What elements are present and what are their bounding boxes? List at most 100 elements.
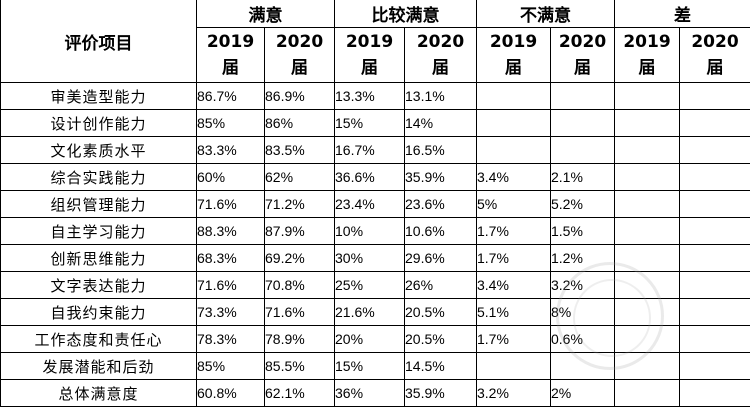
value-cell: 60% <box>196 163 265 191</box>
table-row: 文化素质水平 83.3% 83.5% 16.7% 16.5% <box>0 136 750 164</box>
table-row: 设计创作能力 85% 86% 15% 14% <box>0 109 750 137</box>
value-cell: 62.1% <box>264 379 335 407</box>
value-cell: 71.6% <box>196 271 265 299</box>
header-cohort-label: 届 <box>291 58 308 78</box>
value-cell: 71.2% <box>264 190 335 218</box>
value-cell: 5.2% <box>550 190 615 218</box>
table-row: 审美造型能力 86.7% 86.9% 13.3% 13.1% <box>0 82 750 110</box>
row-item-label: 文字表达能力 <box>0 271 197 299</box>
value-cell <box>679 379 750 407</box>
value-cell <box>614 325 680 353</box>
value-cell: 3.2% <box>550 271 615 299</box>
value-cell <box>614 109 680 137</box>
value-cell: 15% <box>334 352 405 380</box>
value-cell <box>679 82 750 110</box>
value-cell: 20.5% <box>404 325 477 353</box>
value-cell: 78.3% <box>196 325 265 353</box>
header-year-cell: 2020 届 <box>550 27 615 83</box>
value-cell <box>476 352 551 380</box>
value-cell: 69.2% <box>264 244 335 272</box>
value-cell <box>679 136 750 164</box>
table-row: 综合实践能力 60% 62% 36.6% 35.9% 3.4% 2.1% <box>0 163 750 191</box>
evaluation-table: 评价项目 满意 比较满意 不满意 差 2019 届 2020 届 2019 届 2020 届 2… <box>0 0 750 407</box>
header-year-cell: 2020 届 <box>404 27 477 83</box>
value-cell: 30% <box>334 244 405 272</box>
value-cell <box>679 217 750 245</box>
row-item-label: 自主学习能力 <box>0 217 197 245</box>
value-cell: 2.1% <box>550 163 615 191</box>
value-cell: 68.3% <box>196 244 265 272</box>
value-cell: 85% <box>196 109 265 137</box>
row-item-label: 工作态度和责任心 <box>0 325 197 353</box>
value-cell: 25% <box>334 271 405 299</box>
value-cell: 36% <box>334 379 405 407</box>
header-cohort-label: 届 <box>574 58 591 78</box>
value-cell <box>614 217 680 245</box>
value-cell: 86% <box>264 109 335 137</box>
value-cell: 21.6% <box>334 298 405 326</box>
header-year-label: 2020 <box>416 32 465 52</box>
header-row-groups: 评价项目 满意 比较满意 不满意 差 <box>0 0 750 83</box>
value-cell: 71.6% <box>196 190 265 218</box>
value-cell: 1.7% <box>476 217 551 245</box>
value-cell <box>614 244 680 272</box>
value-cell: 86.9% <box>264 82 335 110</box>
value-cell: 85.5% <box>264 352 335 380</box>
header-cohort-label: 届 <box>505 58 522 78</box>
header-year-cell: 2020 届 <box>264 27 335 83</box>
value-cell: 36.6% <box>334 163 405 191</box>
header-cohort-label: 届 <box>706 58 724 78</box>
header-year-label: 2019 <box>623 32 671 52</box>
row-item-label: 自我约束能力 <box>0 298 197 326</box>
row-item-label: 发展潜能和后劲 <box>0 352 197 380</box>
header-group-satisfied: 满意 <box>196 0 335 28</box>
header-year-label: 2020 <box>275 32 324 52</box>
row-item-label: 设计创作能力 <box>0 109 197 137</box>
table-row: 总体满意度 60.8% 62.1% 36% 35.9% 3.2% 2% <box>0 379 750 407</box>
value-cell: 86.7% <box>196 82 265 110</box>
header-year-label: 2019 <box>206 32 255 52</box>
value-cell <box>679 163 750 191</box>
header-cohort-label: 届 <box>638 58 656 78</box>
header-year-cell: 2019 届 <box>614 27 680 83</box>
value-cell: 10.6% <box>404 217 477 245</box>
header-group-unsatisfied: 不满意 <box>476 0 615 28</box>
value-cell: 16.5% <box>404 136 477 164</box>
value-cell: 1.5% <box>550 217 615 245</box>
value-cell <box>476 82 551 110</box>
value-cell: 13.3% <box>334 82 405 110</box>
value-cell: 29.6% <box>404 244 477 272</box>
value-cell <box>614 379 680 407</box>
value-cell <box>614 82 680 110</box>
value-cell: 23.4% <box>334 190 405 218</box>
value-cell: 0.6% <box>550 325 615 353</box>
value-cell: 15% <box>334 109 405 137</box>
value-cell: 14% <box>404 109 477 137</box>
table-row: 创新思维能力 68.3% 69.2% 30% 29.6% 1.7% 1.2% <box>0 244 750 272</box>
header-item-label: 评价项目 <box>0 0 197 83</box>
value-cell: 8% <box>550 298 615 326</box>
value-cell: 83.3% <box>196 136 265 164</box>
value-cell: 14.5% <box>404 352 477 380</box>
value-cell: 85% <box>196 352 265 380</box>
table-row: 组织管理能力 71.6% 71.2% 23.4% 23.6% 5% 5.2% <box>0 190 750 218</box>
row-item-label: 组织管理能力 <box>0 190 197 218</box>
value-cell: 3.4% <box>476 271 551 299</box>
value-cell <box>679 271 750 299</box>
table-row: 自主学习能力 88.3% 87.9% 10% 10.6% 1.7% 1.5% <box>0 217 750 245</box>
table-row: 文字表达能力 71.6% 70.8% 25% 26% 3.4% 3.2% <box>0 271 750 299</box>
header-year-label: 2020 <box>558 32 607 52</box>
value-cell <box>679 352 750 380</box>
value-cell <box>679 190 750 218</box>
value-cell: 20% <box>334 325 405 353</box>
value-cell <box>679 244 750 272</box>
value-cell: 73.3% <box>196 298 265 326</box>
header-year-label: 2019 <box>489 32 538 52</box>
value-cell: 2% <box>550 379 615 407</box>
value-cell: 26% <box>404 271 477 299</box>
value-cell <box>550 136 615 164</box>
value-cell: 71.6% <box>264 298 335 326</box>
value-cell: 13.1% <box>404 82 477 110</box>
value-cell: 5.1% <box>476 298 551 326</box>
value-cell: 1.2% <box>550 244 615 272</box>
